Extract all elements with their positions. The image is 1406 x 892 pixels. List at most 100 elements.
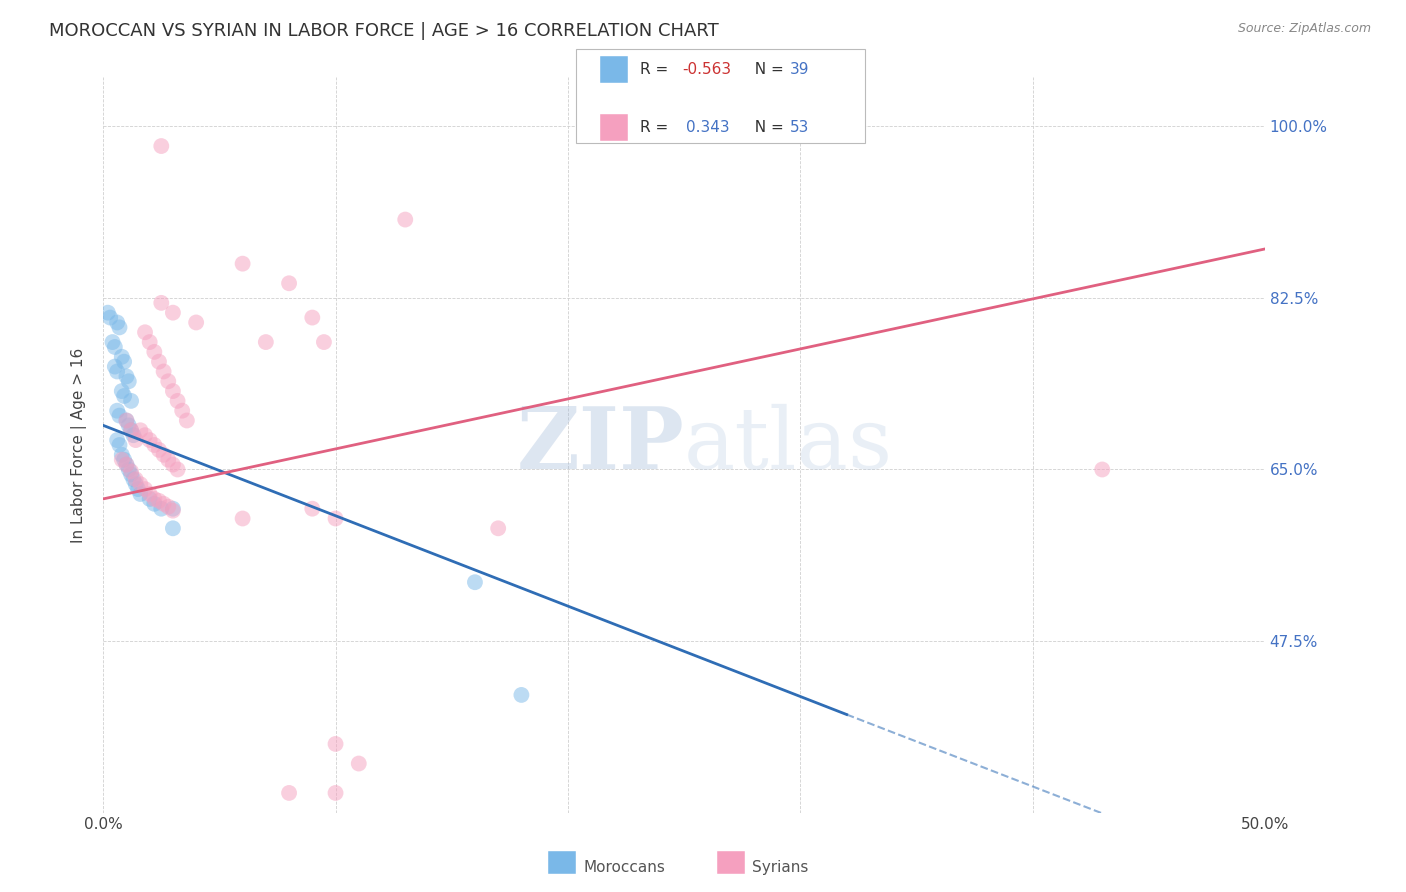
Point [186,316,208,330]
Point [176,413,198,427]
Point [162,458,184,472]
Point [125,472,148,486]
Point [232,511,254,525]
Point [162,384,184,398]
Point [105,433,128,447]
Point [325,786,347,800]
Text: atlas: atlas [685,403,893,486]
Point [138,487,160,501]
Point [98,310,121,325]
Point [115,458,138,472]
Point [129,487,152,501]
Point [122,428,145,442]
Point [105,316,128,330]
Point [134,326,156,340]
Point [278,786,301,800]
Point [120,465,142,479]
Point [129,477,152,491]
Point [301,501,323,516]
Text: MOROCCAN VS SYRIAN IN LABOR FORCE | AGE > 16 CORRELATION CHART: MOROCCAN VS SYRIAN IN LABOR FORCE | AGE … [49,22,718,40]
Point [143,438,166,452]
Point [111,350,134,364]
Point [312,334,335,349]
Point [152,497,174,511]
Point [325,511,347,525]
Point [97,306,120,320]
Point [138,491,160,506]
Point [115,413,138,427]
Point [129,423,152,437]
Point [148,442,170,457]
Point [162,503,184,517]
Point [254,334,277,349]
Text: R =: R = [640,120,678,135]
Point [105,403,128,417]
Point [112,452,135,467]
Point [112,389,135,403]
Text: Source: ZipAtlas.com: Source: ZipAtlas.com [1237,22,1371,36]
Point [148,493,170,508]
Text: Syrians: Syrians [752,860,808,874]
Point [118,418,141,433]
Point [108,320,131,334]
Point [325,737,347,751]
Point [172,403,194,417]
Point [157,374,180,388]
Point [278,277,301,291]
Text: N =: N = [745,62,789,77]
Point [120,467,142,482]
Point [120,393,142,408]
Point [166,393,188,408]
Point [150,296,173,310]
Point [162,501,184,516]
Text: N =: N = [745,120,789,135]
Point [464,575,486,590]
Point [108,438,131,452]
Text: -0.563: -0.563 [682,62,731,77]
Text: Moroccans: Moroccans [583,860,665,874]
Point [301,310,323,325]
Point [115,369,138,384]
Point [347,756,370,771]
Point [138,334,160,349]
Point [157,452,180,467]
Point [394,212,416,227]
Point [134,428,156,442]
Text: 0.343: 0.343 [686,120,730,135]
Point [101,334,124,349]
Point [108,409,131,423]
Point [486,521,509,535]
Text: ZIP: ZIP [516,403,685,487]
Point [152,448,174,462]
Point [120,423,142,437]
Point [138,433,160,447]
Point [122,472,145,486]
Point [115,413,138,427]
Point [1091,462,1114,476]
Point [115,458,138,472]
Point [104,359,127,374]
Point [143,344,166,359]
Text: 53: 53 [790,120,810,135]
Point [118,374,141,388]
Point [127,482,149,496]
Point [150,139,173,153]
Text: R =: R = [640,62,673,77]
Point [125,433,148,447]
Point [118,462,141,476]
Point [166,462,188,476]
Point [143,497,166,511]
Point [111,384,134,398]
Point [112,354,135,368]
Point [125,477,148,491]
Point [510,688,533,702]
Point [232,257,254,271]
Point [162,521,184,535]
Point [104,340,127,354]
Point [152,364,174,378]
Text: 39: 39 [790,62,810,77]
Point [120,423,142,437]
Point [105,364,128,378]
Point [150,501,173,516]
Y-axis label: In Labor Force | Age > 16: In Labor Force | Age > 16 [72,347,87,542]
